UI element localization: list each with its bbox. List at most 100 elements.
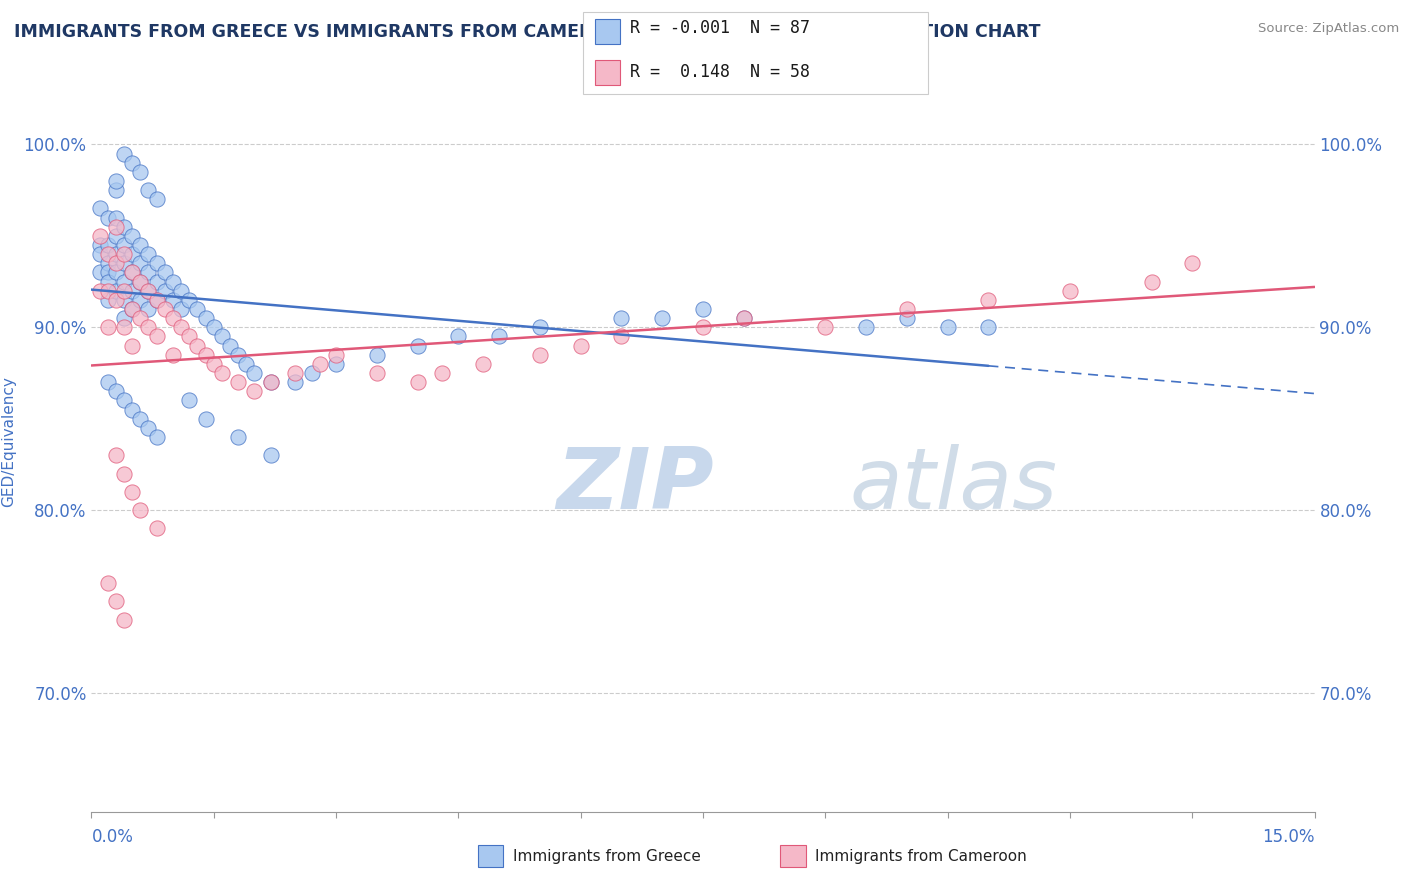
Point	[977, 320, 1000, 334]
Point	[447, 329, 470, 343]
Text: 15.0%: 15.0%	[1263, 828, 1315, 846]
Point	[112, 320, 135, 334]
Point	[129, 165, 152, 179]
Point	[186, 301, 208, 316]
Point	[194, 311, 217, 326]
Point	[896, 311, 918, 326]
Point	[121, 155, 143, 169]
Point	[112, 275, 135, 289]
Point	[325, 357, 347, 371]
Point	[104, 293, 127, 307]
Point	[145, 192, 167, 206]
Point	[153, 265, 176, 279]
Point	[104, 384, 127, 399]
Point	[112, 219, 135, 234]
Text: R = -0.001  N = 87: R = -0.001 N = 87	[630, 19, 810, 37]
Point	[97, 284, 120, 298]
Point	[733, 311, 755, 326]
Point	[138, 421, 160, 435]
Point	[104, 265, 127, 279]
Point	[97, 293, 120, 307]
Point	[89, 202, 111, 216]
Text: Immigrants from Greece: Immigrants from Greece	[513, 849, 702, 863]
Point	[1181, 256, 1204, 270]
Point	[112, 284, 135, 298]
Point	[104, 256, 127, 270]
Point	[529, 320, 551, 334]
Point	[284, 366, 307, 380]
Point	[97, 576, 120, 591]
Point	[162, 348, 184, 362]
Point	[211, 366, 233, 380]
Y-axis label: GED/Equivalency: GED/Equivalency	[1, 376, 17, 507]
Point	[308, 357, 330, 371]
Point	[936, 320, 959, 334]
Point	[97, 375, 120, 389]
Point	[138, 265, 160, 279]
Point	[692, 301, 714, 316]
Point	[202, 357, 225, 371]
Point	[145, 275, 167, 289]
Point	[145, 329, 167, 343]
Point	[186, 338, 208, 352]
Point	[145, 293, 167, 307]
Point	[89, 284, 111, 298]
Point	[194, 411, 217, 425]
Point	[97, 320, 120, 334]
Point	[243, 366, 266, 380]
Point	[89, 238, 111, 252]
Point	[129, 503, 152, 517]
Point	[121, 247, 143, 261]
Point	[260, 375, 283, 389]
Point	[121, 301, 143, 316]
Point	[179, 329, 201, 343]
Point	[104, 211, 127, 225]
Point	[814, 320, 837, 334]
Point	[260, 375, 283, 389]
Point	[162, 311, 184, 326]
Point	[104, 594, 127, 608]
Point	[97, 211, 120, 225]
Text: atlas: atlas	[849, 444, 1057, 527]
Point	[89, 265, 111, 279]
Point	[366, 348, 388, 362]
Point	[129, 411, 152, 425]
Point	[129, 275, 152, 289]
Point	[170, 320, 193, 334]
Point	[692, 320, 714, 334]
Point	[1140, 275, 1163, 289]
Point	[145, 256, 167, 270]
Point	[97, 256, 120, 270]
Text: 0.0%: 0.0%	[91, 828, 134, 846]
Point	[301, 366, 323, 380]
Point	[235, 357, 257, 371]
Point	[243, 384, 266, 399]
Point	[145, 521, 167, 535]
Point	[226, 375, 249, 389]
Point	[138, 284, 160, 298]
Point	[112, 393, 135, 408]
Point	[104, 174, 127, 188]
Point	[129, 311, 152, 326]
Point	[610, 329, 633, 343]
Point	[121, 338, 143, 352]
Point	[97, 238, 120, 252]
Point	[121, 402, 143, 417]
Point	[194, 348, 217, 362]
Point	[112, 467, 135, 481]
Point	[162, 293, 184, 307]
Point	[138, 284, 160, 298]
Point	[170, 284, 193, 298]
Point	[977, 293, 1000, 307]
Point	[129, 238, 152, 252]
Point	[97, 247, 120, 261]
Text: Source: ZipAtlas.com: Source: ZipAtlas.com	[1258, 22, 1399, 36]
Point	[121, 484, 143, 499]
Point	[138, 183, 160, 197]
Point	[104, 228, 127, 243]
Point	[569, 338, 592, 352]
Point	[610, 311, 633, 326]
Point	[112, 238, 135, 252]
Point	[121, 265, 143, 279]
Point	[104, 284, 127, 298]
